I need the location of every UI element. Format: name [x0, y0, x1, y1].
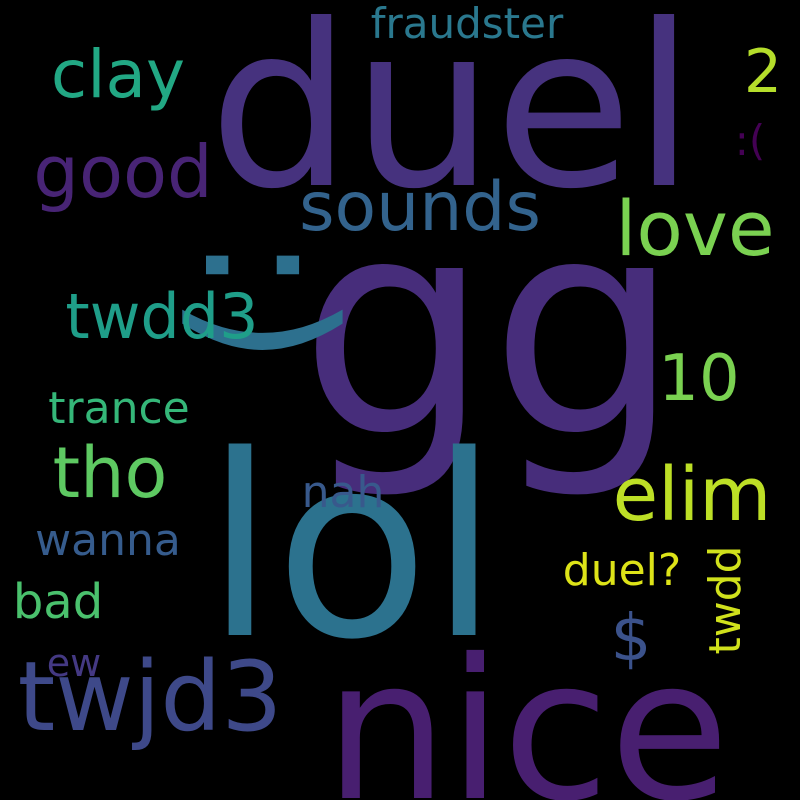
word-sounds: sounds: [299, 168, 541, 247]
word-lol: lol: [205, 402, 499, 695]
word-nice: nice: [325, 617, 730, 800]
word-fraudster: fraudster: [371, 0, 564, 48]
word-ew: ew: [47, 641, 101, 685]
word-good: good: [33, 130, 213, 214]
word-gg: gg: [300, 154, 681, 503]
word-wanna: wanna: [35, 515, 181, 566]
word-sad: :(: [735, 116, 766, 165]
word-smile: :): [163, 235, 372, 366]
word-two: 2: [744, 37, 782, 107]
word-trance: trance: [48, 383, 189, 434]
word-elim: elim: [613, 452, 772, 538]
word-dollar: $: [611, 602, 652, 676]
word-twjd3: twjd3: [18, 641, 283, 753]
word-twdd3: twdd3: [65, 280, 258, 353]
word-tho: tho: [53, 432, 168, 514]
word-duelq: duel?: [563, 545, 681, 596]
word-twdd: twdd: [700, 545, 751, 654]
word-love: love: [615, 184, 774, 273]
word-clay: clay: [51, 36, 185, 113]
word-nah: nah: [302, 467, 385, 518]
word-bad: bad: [13, 574, 103, 630]
word-ten: 10: [658, 342, 739, 416]
word-duel: duel: [209, 0, 695, 239]
